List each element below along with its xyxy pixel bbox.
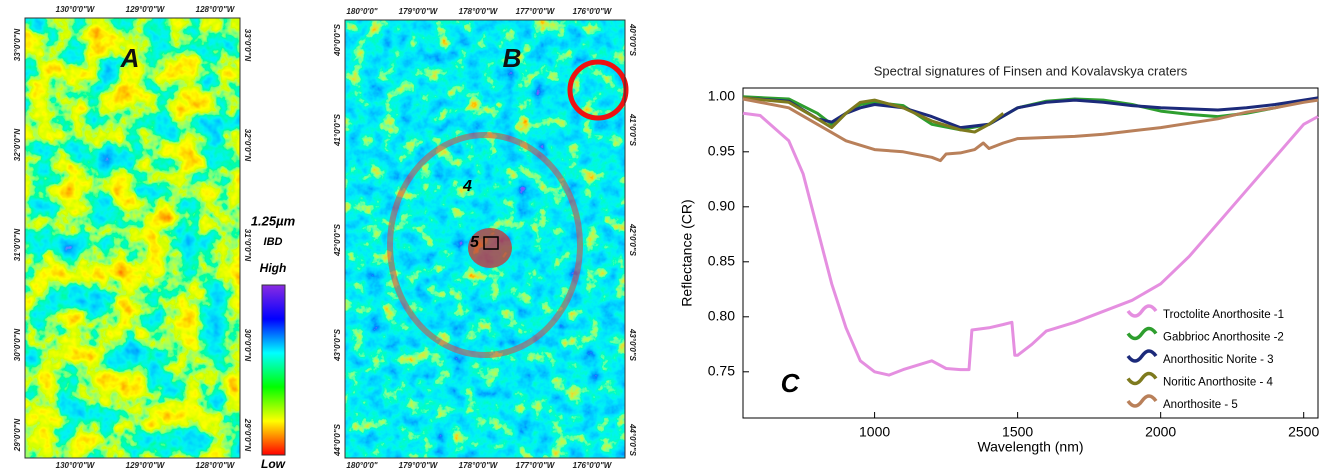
map-tick-label: 32°0'0"N — [243, 129, 252, 162]
y-tick-label: 0.80 — [708, 308, 735, 324]
map-tick-label: 30°0'0"N — [243, 329, 252, 362]
colorbar-title: 1.25µm — [251, 213, 296, 228]
series-line — [742, 96, 1005, 134]
series-line — [742, 111, 1319, 377]
map-tick-label: 179°0'0"W — [399, 461, 439, 470]
map-tick-label: 128°0'0"W — [196, 461, 236, 470]
map-tick-label: 43°0'0"S — [628, 328, 637, 362]
map-tick-label: 29°0'0"N — [243, 418, 252, 452]
legend-swatch — [1126, 349, 1158, 363]
colorbar-high: High — [260, 261, 287, 275]
y-tick-label: 0.85 — [708, 253, 735, 269]
map-tick-label: 40°0'0"S — [333, 23, 342, 57]
legend-label: Gabbrioc Anorthosite -2 — [1163, 332, 1284, 344]
map-a-image — [25, 18, 240, 458]
legend-swatch — [1126, 371, 1158, 386]
map-tick-label: 130°0'0"W — [56, 461, 96, 470]
map-tick-label: 42°0'0"S — [333, 223, 342, 257]
sample-box — [483, 236, 499, 250]
colorbar-low: Low — [261, 457, 286, 471]
y-tick-label: 0.95 — [708, 143, 735, 159]
x-tick-label: 2000 — [1145, 424, 1176, 440]
map-tick-label: 41°0'0"S — [628, 113, 637, 147]
plot-frame — [742, 87, 1319, 419]
legend-label: Noritic Anorthosite - 4 — [1163, 377, 1274, 389]
map-tick-label: 129°0'0"W — [126, 5, 166, 14]
map-b-frame — [344, 19, 626, 459]
legend-swatch — [1126, 394, 1158, 408]
map-tick-label: 29°0'0"N — [13, 419, 22, 453]
map-tick-label: 44°0'0"S — [628, 423, 637, 457]
y-tick-label: 0.90 — [708, 198, 735, 214]
map-tick-label: 30°0'0"N — [13, 329, 22, 362]
chart-title: Spectral signatures of Finsen and Kovala… — [874, 63, 1188, 78]
legend-label: Anorthosite - 5 — [1163, 399, 1238, 411]
crater-center — [468, 228, 512, 268]
colorbar — [261, 284, 286, 456]
map-tick-label: 41°0'0"S — [333, 113, 342, 147]
map-tick-label: 178°0'0"W — [459, 7, 499, 16]
map-tick-label: 31°0'0"N — [243, 229, 252, 262]
x-axis-label: Wavelength (nm) — [977, 439, 1083, 455]
legend-label: Anorthositic Norite - 3 — [1163, 354, 1274, 366]
map-tick-label: 33°0'0"N — [243, 29, 252, 62]
map-a-frame — [24, 17, 241, 459]
map-tick-label: 178°0'0"W — [459, 461, 499, 470]
map-tick-label: 32°0'0"N — [13, 129, 22, 162]
small-crater — [567, 59, 629, 121]
map-tick-label: 40°0'0"S — [628, 23, 637, 57]
map-tick-label: 33°0'0"N — [13, 29, 22, 62]
map-tick-label: 44°0'0"S — [333, 423, 342, 457]
panel-label: A — [120, 43, 140, 73]
colorbar-title: IBD — [264, 236, 283, 248]
map-tick-label: 177°0'0"W — [516, 461, 556, 470]
map-annotation: 4 — [462, 178, 472, 195]
panel-label: B — [503, 43, 522, 73]
map-annotation: 5 — [470, 234, 480, 251]
map-tick-label: 129°0'0"W — [126, 461, 166, 470]
y-tick-label: 0.75 — [708, 363, 735, 379]
map-tick-label: 180°0'0" — [346, 7, 377, 16]
map-tick-label: 180°0'0" — [346, 461, 377, 470]
panel-label: C — [781, 368, 801, 398]
map-tick-label: 177°0'0"W — [516, 7, 556, 16]
map-tick-label: 128°0'0"W — [196, 5, 236, 14]
legend-swatch — [1126, 304, 1158, 318]
y-axis-label: Reflectance (CR) — [679, 199, 695, 306]
map-tick-label: 179°0'0"W — [399, 7, 439, 16]
map-tick-label: 130°0'0"W — [56, 5, 96, 14]
map-tick-label: 43°0'0"S — [333, 328, 342, 362]
legend-swatch — [1126, 326, 1158, 341]
crater-rim — [387, 132, 583, 358]
map-tick-label: 42°0'0"S — [628, 223, 637, 257]
map-tick-label: 31°0'0"N — [13, 229, 22, 262]
y-tick-label: 1.00 — [708, 88, 735, 104]
legend-label: Troctolite Anorthosite -1 — [1163, 309, 1284, 321]
series-line — [742, 97, 1319, 163]
x-tick-label: 1000 — [859, 424, 890, 440]
map-tick-label: 176°0'0"W — [573, 461, 613, 470]
x-tick-label: 1500 — [1002, 424, 1033, 440]
map-tick-label: 176°0'0"W — [573, 7, 613, 16]
x-tick-label: 2500 — [1288, 424, 1319, 440]
